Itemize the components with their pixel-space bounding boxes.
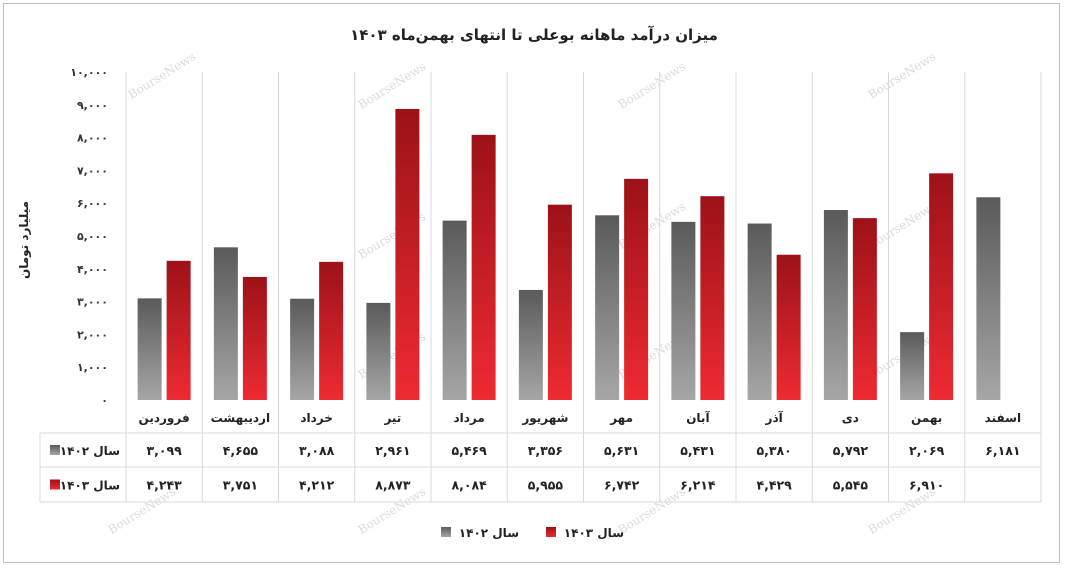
data-label: ۶,۲۱۴	[680, 478, 716, 493]
bar-1403	[700, 196, 725, 400]
bar-1403	[852, 218, 877, 400]
data-label: ۵,۶۳۱	[604, 443, 639, 458]
x-tick-label: مرداد	[453, 411, 484, 425]
data-label: ۵,۴۶۹	[451, 443, 487, 458]
data-table: فروردین اردیبهشت خرداد تیر مرداد شهریور مهر آبا…	[39, 410, 1041, 503]
data-label: ۲,۰۶۹	[909, 443, 945, 458]
bar-1402	[747, 223, 772, 400]
y-tick-label: ۸,۰۰۰	[77, 132, 108, 145]
bar-1402	[823, 210, 848, 400]
x-tick-label: خرداد	[300, 411, 333, 425]
data-label: ۶,۷۴۲	[604, 478, 640, 493]
bar-1403	[929, 173, 954, 400]
data-label: ۵,۹۵۵	[528, 478, 564, 493]
data-label: ۳,۰۸۸	[299, 443, 335, 458]
data-label: ۶,۹۱۰	[909, 478, 944, 493]
bar-1403	[242, 276, 267, 400]
table-series-swatch	[50, 479, 60, 490]
x-tick-label: تیر	[383, 411, 401, 425]
data-label: ۸,۸۷۳	[375, 478, 411, 493]
data-label: ۸,۰۸۴	[451, 478, 487, 493]
bar-1402	[442, 220, 467, 400]
legend-swatch	[441, 527, 451, 537]
data-label: ۳,۰۹۹	[146, 443, 182, 458]
x-tick-label: مهر	[609, 411, 633, 425]
bar-1402	[366, 302, 391, 400]
y-axis-label: میلیارد تومان	[17, 201, 32, 279]
bar-1402	[290, 298, 315, 400]
bar-1402	[518, 289, 543, 400]
bar-1402	[137, 298, 162, 400]
bar-chart: BourseNews BourseNews BourseNews BourseNews…	[17, 26, 1042, 540]
watermark-text: BourseNews	[866, 49, 939, 102]
table-series-name: سال ۱۴۰۳	[60, 479, 120, 493]
watermark-text: BourseNews	[126, 49, 199, 102]
legend: سال ۱۴۰۲ سال ۱۴۰۳	[441, 526, 624, 540]
y-tick-label: ۰	[101, 394, 108, 407]
x-tick-label: اردیبهشت	[211, 411, 270, 425]
bar-1402	[900, 332, 925, 400]
y-tick-label: ۵,۰۰۰	[77, 230, 108, 243]
y-tick-label: ۹,۰۰۰	[77, 99, 108, 112]
watermark-text: BourseNews	[616, 59, 689, 112]
data-label: ۴,۲۴۳	[146, 478, 182, 493]
y-tick-label: ۶,۰۰۰	[77, 197, 108, 210]
y-tick-label: ۱,۰۰۰	[77, 361, 108, 374]
data-label: ۳,۳۵۶	[528, 443, 563, 458]
x-tick-label: شهریور	[521, 411, 568, 426]
legend-label: سال ۱۴۰۳	[564, 526, 624, 540]
bars	[137, 108, 1001, 401]
data-label: ۲,۹۶۱	[375, 443, 410, 458]
bar-1403	[166, 260, 191, 400]
bar-1403	[471, 134, 496, 401]
bar-1402	[671, 221, 696, 400]
bar-1402	[976, 197, 1001, 400]
chart-frame: BourseNews BourseNews BourseNews BourseNews…	[3, 3, 1060, 563]
bar-1403	[776, 254, 801, 400]
bar-1402	[213, 247, 238, 400]
x-tick-label: فروردین	[139, 411, 190, 426]
data-label: ۶,۱۸۱	[985, 443, 1020, 458]
x-tick-label: دی	[842, 411, 859, 425]
y-axis-ticks: ۰ ۱,۰۰۰ ۲,۰۰۰ ۳,۰۰۰ ۴,۰۰۰ ۵,۰۰۰ ۶,۰۰۰ ۷,۰۰۰ ۸,۰۰…	[70, 66, 108, 407]
bar-1403	[319, 261, 344, 400]
table-series-name: سال ۱۴۰۲	[60, 444, 120, 458]
y-tick-label: ۴,۰۰۰	[77, 263, 108, 276]
y-tick-label: ۲,۰۰۰	[77, 328, 108, 341]
x-tick-label: آبان	[686, 410, 710, 425]
category-gridlines	[125, 72, 1042, 502]
data-label: ۴,۲۱۲	[299, 478, 335, 493]
bar-1402	[595, 215, 620, 400]
bar-1403	[624, 178, 649, 400]
chart-title: میزان درآمد ماهانه بوعلی تا انتهای بهمن‌…	[350, 26, 718, 44]
data-label: ۴,۴۲۹	[756, 478, 792, 493]
bar-1403	[547, 204, 572, 400]
data-label: ۵,۷۹۲	[833, 443, 869, 458]
y-tick-label: ۷,۰۰۰	[77, 164, 108, 177]
data-label: ۴,۶۵۵	[223, 443, 259, 458]
y-tick-label: ۱۰,۰۰۰	[70, 66, 108, 79]
data-label: ۳,۷۵۱	[223, 478, 258, 493]
table-series-swatch	[50, 445, 60, 455]
data-label: ۵,۳۸۰	[756, 443, 791, 458]
y-tick-label: ۳,۰۰۰	[77, 296, 108, 309]
data-label: ۵,۵۴۵	[833, 478, 869, 493]
x-tick-label: بهمن	[911, 411, 942, 425]
watermark-text: BourseNews	[356, 59, 429, 112]
bar-1403	[395, 108, 420, 400]
legend-swatch	[546, 527, 556, 537]
data-label: ۵,۴۳۱	[680, 443, 715, 458]
x-tick-label: آذر	[765, 410, 784, 425]
legend-label: سال ۱۴۰۲	[459, 526, 519, 540]
x-tick-label: اسفند	[985, 411, 1021, 425]
